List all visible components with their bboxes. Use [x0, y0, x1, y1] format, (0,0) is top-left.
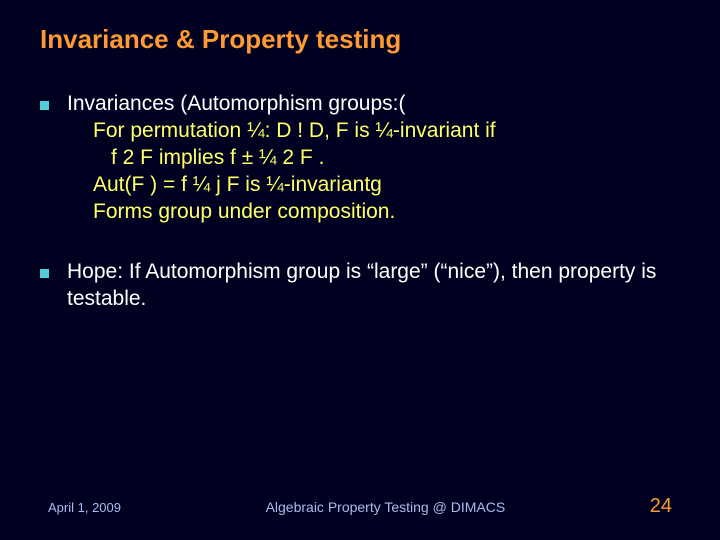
bullet-text: Invariances (Automorphism groups:( For p…: [67, 91, 496, 225]
bullet-lead: Hope: If Automorphism group is “large” (…: [67, 260, 656, 310]
page-number: 24: [650, 495, 672, 518]
bullet-square-icon: [40, 101, 49, 110]
bullet-text: Hope: If Automorphism group is “large” (…: [67, 259, 680, 313]
bullet-item: Hope: If Automorphism group is “large” (…: [40, 259, 680, 313]
bullet-line: Forms group under composition.: [93, 200, 395, 223]
slide-footer: April 1, 2009 Algebraic Property Testing…: [0, 495, 720, 518]
bullet-line: For permutation ¼: D ! D, F is ¼-invaria…: [93, 119, 496, 142]
bullet-item: Invariances (Automorphism groups:( For p…: [40, 91, 680, 225]
slide: Invariance & Property testing Invariance…: [0, 0, 720, 540]
footer-date: April 1, 2009: [48, 500, 121, 515]
bullet-line: Aut(F ) = f ¼ j F is ¼-invariantg: [93, 173, 382, 196]
bullet-lead: Invariances (Automorphism groups:(: [67, 92, 405, 115]
bullet-line: f 2 F implies f ± ¼ 2 F .: [111, 146, 324, 169]
slide-title: Invariance & Property testing: [40, 24, 680, 55]
bullet-square-icon: [40, 269, 49, 278]
footer-center: Algebraic Property Testing @ DIMACS: [121, 499, 650, 515]
